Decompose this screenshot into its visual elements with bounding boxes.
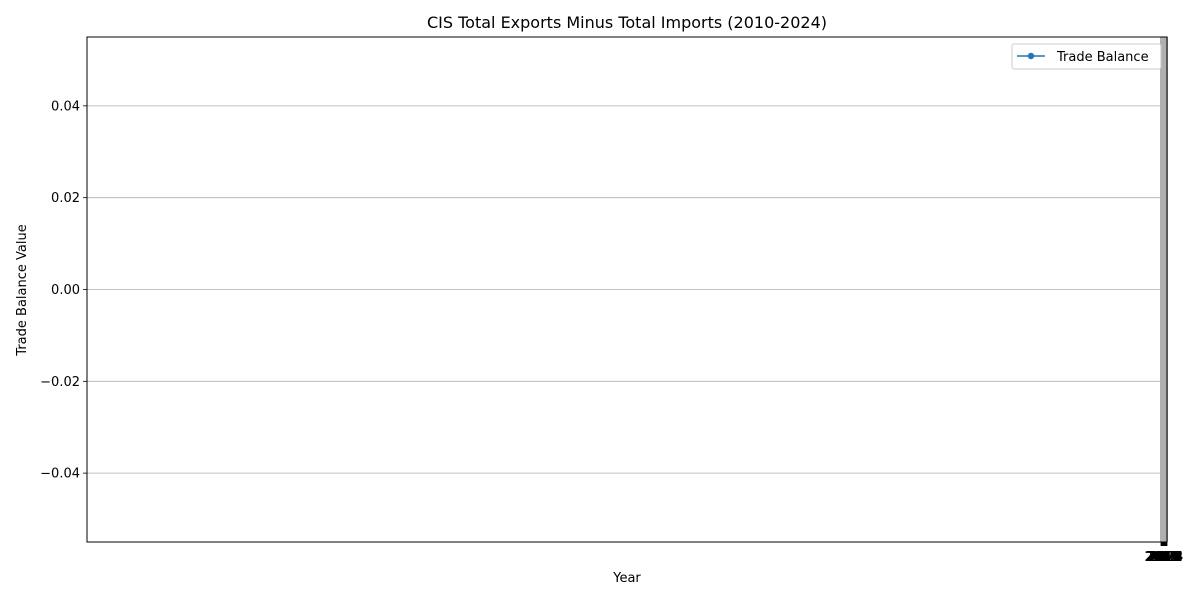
chart-title: CIS Total Exports Minus Total Imports (2… bbox=[427, 13, 827, 32]
y-gridlines bbox=[87, 37, 1168, 542]
plot-area-frame bbox=[86, 36, 1168, 543]
y-tick-label: 0.02 bbox=[51, 191, 80, 206]
legend-entry-trade-balance: Trade Balance bbox=[1056, 50, 1149, 65]
x-tick-label: 2017 bbox=[1147, 550, 1180, 565]
x-tick-label: 2013 bbox=[1146, 550, 1179, 565]
y-tick-label: −0.04 bbox=[40, 467, 80, 482]
x-tick-label: 2010 bbox=[1144, 550, 1177, 565]
legend-marker-swatch bbox=[1027, 52, 1035, 60]
y-tick-label: 0.00 bbox=[51, 283, 80, 298]
x-axis-ticks: 2010201120122013201420152016201720182019… bbox=[1144, 542, 1184, 565]
x-tick-label: 2020 bbox=[1149, 550, 1182, 565]
y-tick-label: 0.04 bbox=[51, 99, 80, 114]
y-axis-ticks: −0.04 −0.02 0.00 0.02 0.04 bbox=[40, 99, 87, 482]
y-tick-label: −0.02 bbox=[40, 375, 80, 390]
x-tick-label: 2014 bbox=[1146, 550, 1179, 565]
y-axis-label: Trade Balance Value bbox=[15, 224, 30, 356]
x-tick-label: 2012 bbox=[1145, 550, 1178, 565]
x-gridlines-collapsed bbox=[1160, 37, 1168, 542]
x-axis-label: Year bbox=[612, 571, 641, 586]
x-tick-label: 2015 bbox=[1147, 550, 1180, 565]
x-tick-label: 2024 bbox=[1150, 550, 1183, 565]
legend: Trade Balance bbox=[1011, 43, 1162, 70]
x-tick-label: 2011 bbox=[1145, 550, 1178, 565]
x-tick-label: 2021 bbox=[1149, 550, 1182, 565]
x-tick-label: 2023 bbox=[1150, 550, 1183, 565]
x-tick-label: 2022 bbox=[1150, 550, 1183, 565]
x-tick-label: 2019 bbox=[1148, 550, 1181, 565]
x-tick-label: 2018 bbox=[1148, 550, 1181, 565]
legend-box bbox=[1011, 43, 1162, 70]
x-tick-label: 2016 bbox=[1147, 550, 1180, 565]
